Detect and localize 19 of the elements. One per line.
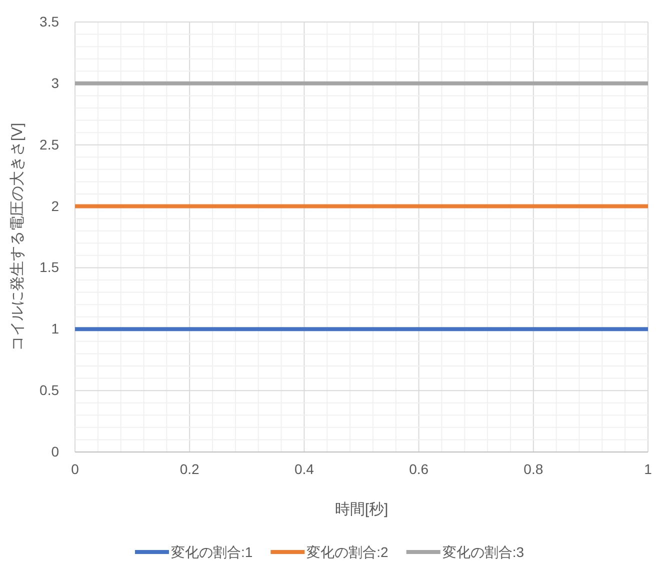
- x-tick-label: 0.8: [524, 460, 544, 477]
- y-axis-title: コイルに発生する電圧の大きさ[V]: [9, 122, 26, 352]
- y-tick-label: 1: [51, 320, 60, 337]
- x-tick-label: 0: [71, 460, 80, 477]
- y-tick-label: 0.5: [40, 382, 60, 398]
- y-tick-label: 0: [51, 443, 60, 460]
- legend-label: 変化の割合:3: [442, 544, 524, 560]
- legend-label: 変化の割合:1: [170, 544, 253, 560]
- y-tick-label: 3.5: [40, 13, 60, 30]
- legend-label: 変化の割合:2: [306, 544, 389, 560]
- y-tick-label: 3: [51, 74, 60, 91]
- y-tick-label: 1.5: [40, 259, 60, 276]
- x-tick-label: 0.6: [409, 460, 429, 477]
- y-tick-label: 2: [51, 198, 60, 214]
- y-tick-label: 2.5: [40, 136, 60, 152]
- x-tick-label: 0.4: [294, 460, 314, 477]
- x-axis-title: 時間[秒]: [334, 501, 388, 518]
- x-tick-label: 1: [644, 460, 652, 477]
- x-tick-label: 0.2: [180, 460, 200, 477]
